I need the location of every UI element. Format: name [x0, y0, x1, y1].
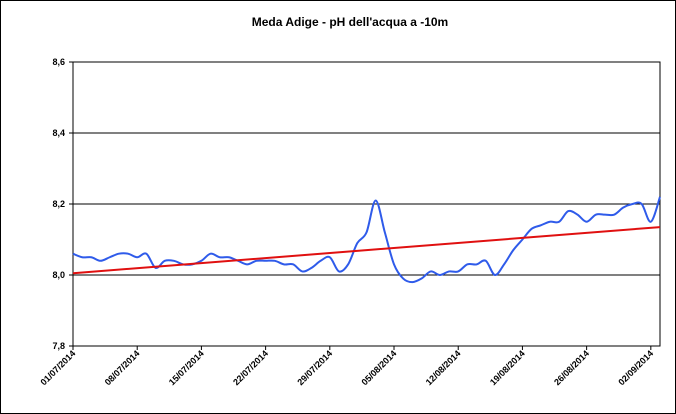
trend-line — [72, 226, 661, 275]
y-tick-label: 7,8 — [52, 341, 65, 351]
y-tick-label: 8,2 — [52, 199, 65, 209]
data-line — [72, 196, 661, 284]
chart-title: Meda Adige - pH dell'acqua a -10m — [252, 15, 448, 29]
y-tick-label: 8,6 — [52, 57, 65, 67]
y-tick-label: 8,0 — [52, 270, 65, 280]
y-tick-label: 8,4 — [52, 128, 65, 138]
